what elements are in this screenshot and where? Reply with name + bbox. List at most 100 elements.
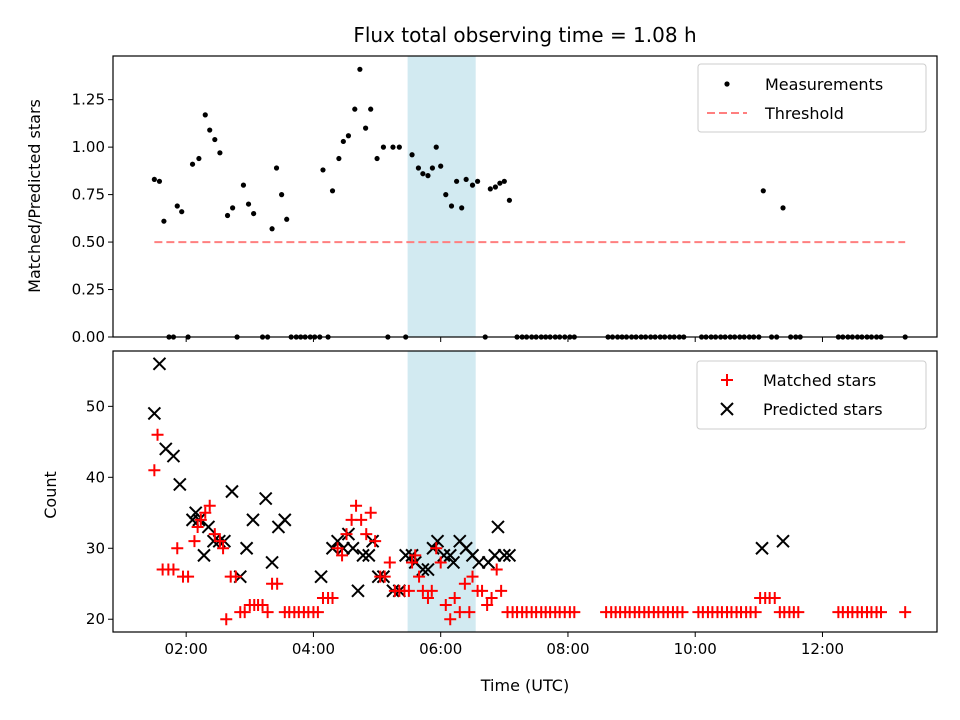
x-axis-label: Time (UTC) (480, 676, 569, 695)
bottom-x-tick-label: 10:00 (674, 640, 717, 658)
bottom-x-tick-label: 02:00 (165, 640, 208, 658)
top-legend-box (697, 63, 927, 133)
matched-point (406, 556, 419, 569)
matched-point (271, 577, 284, 590)
predicted-point (497, 548, 512, 563)
matched-point (444, 613, 457, 626)
bottom-legend-box (696, 360, 927, 430)
predicted-point (278, 513, 292, 527)
matched-point (421, 591, 434, 604)
matched-point (191, 520, 204, 533)
predicted-points (147, 357, 790, 598)
predicted-point (502, 548, 517, 563)
bottom-x-ticks: 02:00 04:00 06:00 08:00 10:00 12:00 (165, 632, 844, 658)
matched-point (409, 549, 422, 562)
legend-predicted-label: Predicted stars (763, 400, 883, 419)
matched-point (208, 528, 221, 541)
measurement-point (443, 192, 449, 198)
measurement-point (474, 178, 481, 184)
legend-measurements-label: Measurements (765, 75, 883, 94)
predicted-point (265, 555, 279, 570)
matched-point (217, 542, 230, 555)
matched-point (355, 513, 368, 526)
bottom-x-tick-label: 06:00 (419, 640, 462, 658)
measurement-point (240, 182, 247, 188)
predicted-point (246, 513, 260, 527)
measurement-point (161, 218, 167, 224)
measurement-point (438, 163, 444, 169)
matched-point (256, 599, 269, 612)
bottom-y-tick-label: 40 (86, 468, 105, 486)
measurement-point (279, 192, 285, 198)
matched-point (749, 606, 762, 619)
matched-point (792, 606, 805, 619)
matched-point (439, 599, 452, 612)
matched-point (413, 570, 426, 583)
predicted-point (446, 555, 461, 570)
matched-point (458, 577, 471, 590)
measurement-point (284, 216, 290, 222)
predicted-point (239, 541, 254, 555)
legend-matched-label: Matched stars (763, 371, 876, 390)
legend-threshold-label: Threshold (764, 104, 844, 123)
bottom-x-tick-label: 04:00 (292, 640, 335, 658)
matched-point (378, 570, 391, 583)
measurement-point (433, 144, 439, 150)
predicted-point (185, 513, 200, 527)
matched-point (476, 584, 489, 597)
bottom-y-tick-label: 20 (86, 610, 105, 628)
predicted-point (225, 484, 239, 499)
matched-point (182, 570, 195, 583)
measurement-point (459, 205, 465, 211)
predicted-point (472, 555, 486, 570)
matched-point (151, 428, 164, 441)
matched-point (340, 528, 353, 541)
measurement-point (420, 171, 426, 177)
measurement-point (425, 173, 431, 179)
matched-point (490, 563, 503, 576)
predicted-point (152, 357, 167, 371)
predicted-point (488, 548, 502, 563)
measurement-point (345, 133, 352, 139)
measurement-point (202, 112, 208, 118)
measurement-point (251, 210, 257, 217)
matched-point (676, 606, 689, 619)
matched-point (220, 613, 233, 626)
matched-point (402, 584, 415, 597)
top-y-tick-label: 0.50 (72, 233, 105, 251)
matched-point (434, 556, 447, 569)
matched-point (383, 556, 396, 569)
measurement-point (415, 165, 422, 171)
measurement-point (174, 203, 180, 209)
matched-point (336, 549, 349, 562)
measurement-point (273, 165, 280, 171)
predicted-point (259, 491, 273, 506)
predicted-point (755, 541, 769, 555)
measurement-point (156, 178, 163, 184)
matched-point (369, 535, 382, 548)
predicted-point (398, 548, 413, 563)
predicted-point (443, 548, 457, 563)
matched-points (148, 428, 912, 626)
predicted-point (351, 584, 365, 598)
measurement-point (357, 66, 363, 72)
matched-point (364, 506, 377, 519)
predicted-point (147, 406, 162, 421)
bottom-x-tick-label: 08:00 (546, 640, 589, 658)
matched-point (481, 599, 494, 612)
predicted-point (491, 520, 505, 534)
bottom-y-tick-label: 50 (86, 397, 105, 415)
measurement-point (448, 203, 455, 209)
top-highlight-span (407, 56, 476, 337)
top-y-axis-label: Matched/Predicted stars (25, 99, 44, 293)
measurement-point (380, 144, 387, 150)
matched-point (495, 584, 508, 597)
top-y-tick-label: 0.75 (72, 186, 105, 204)
legend-predicted-marker (720, 402, 734, 416)
bottom-y-axis-label: Count (41, 471, 60, 519)
measurement-point (368, 106, 374, 112)
matched-point (261, 606, 274, 619)
measurement-point (363, 125, 369, 131)
